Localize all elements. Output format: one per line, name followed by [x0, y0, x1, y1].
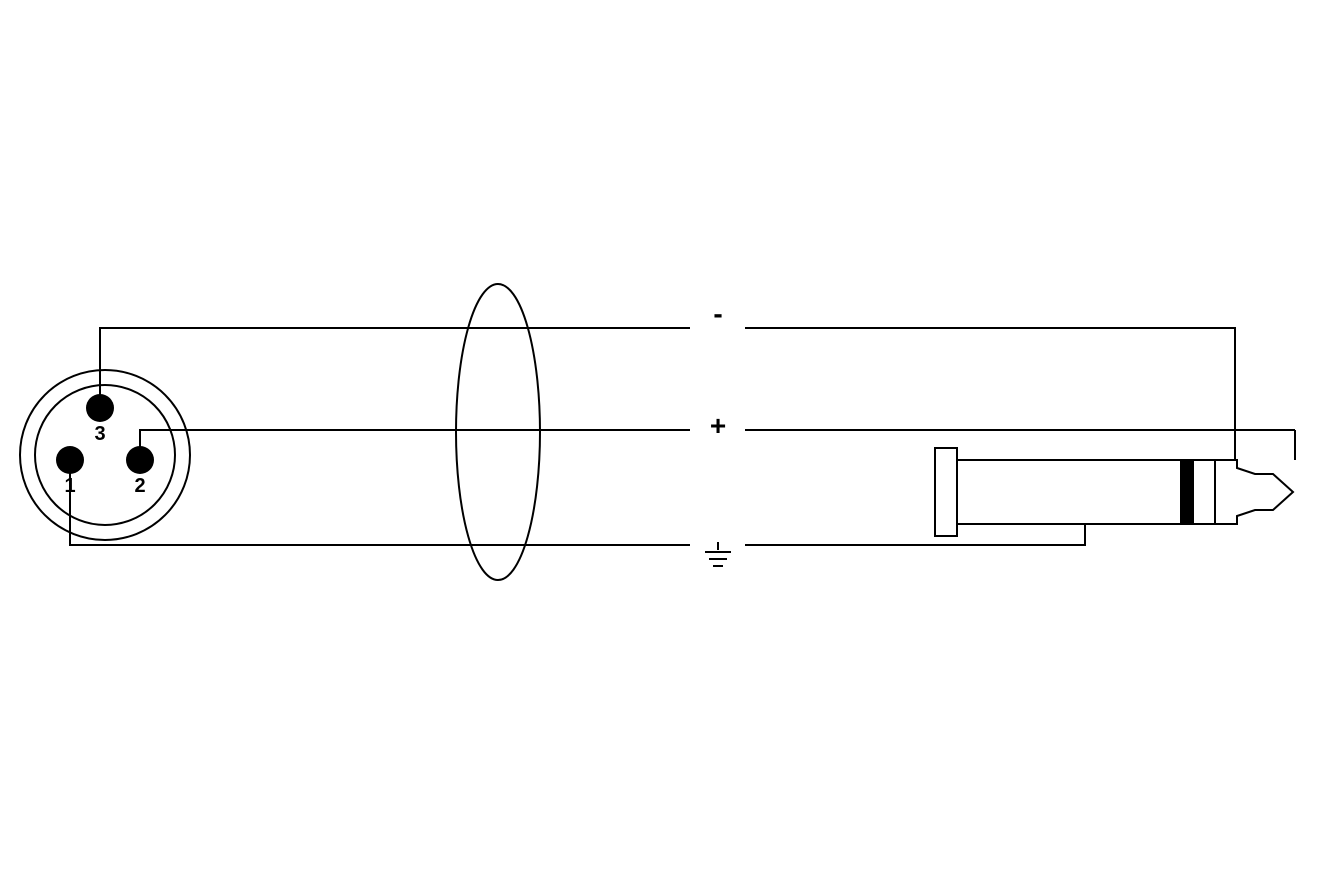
- label-minus: -: [713, 298, 722, 329]
- trs-plug: [935, 430, 1295, 536]
- trs-ring1: [1180, 460, 1194, 524]
- xlr-pin2: [126, 446, 154, 474]
- wiring-diagram: 1 2 3 - +: [0, 0, 1324, 871]
- xlr-connector: 1 2 3: [20, 370, 190, 540]
- xlr-pin3: [86, 394, 114, 422]
- wire-minus-left: [100, 328, 690, 408]
- trs-sleeve-flange: [935, 448, 957, 536]
- xlr-pin1: [56, 446, 84, 474]
- wire-plus-left: [140, 430, 690, 460]
- xlr-pin2-label: 2: [134, 475, 145, 497]
- xlr-pin3-label: 3: [94, 423, 105, 445]
- trs-barrel: [957, 460, 1215, 524]
- xlr-pin1-label: 1: [64, 475, 75, 497]
- ground-symbol: [705, 542, 731, 566]
- wire-ground-right: [745, 530, 1085, 545]
- wire-minus-right: [745, 328, 1235, 430]
- trs-tip: [1215, 460, 1293, 524]
- label-plus: +: [710, 410, 726, 441]
